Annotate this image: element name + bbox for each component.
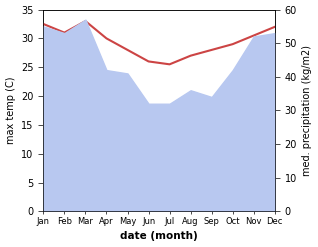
Y-axis label: max temp (C): max temp (C) <box>5 77 16 144</box>
Y-axis label: med. precipitation (kg/m2): med. precipitation (kg/m2) <box>302 45 313 176</box>
X-axis label: date (month): date (month) <box>120 231 198 242</box>
